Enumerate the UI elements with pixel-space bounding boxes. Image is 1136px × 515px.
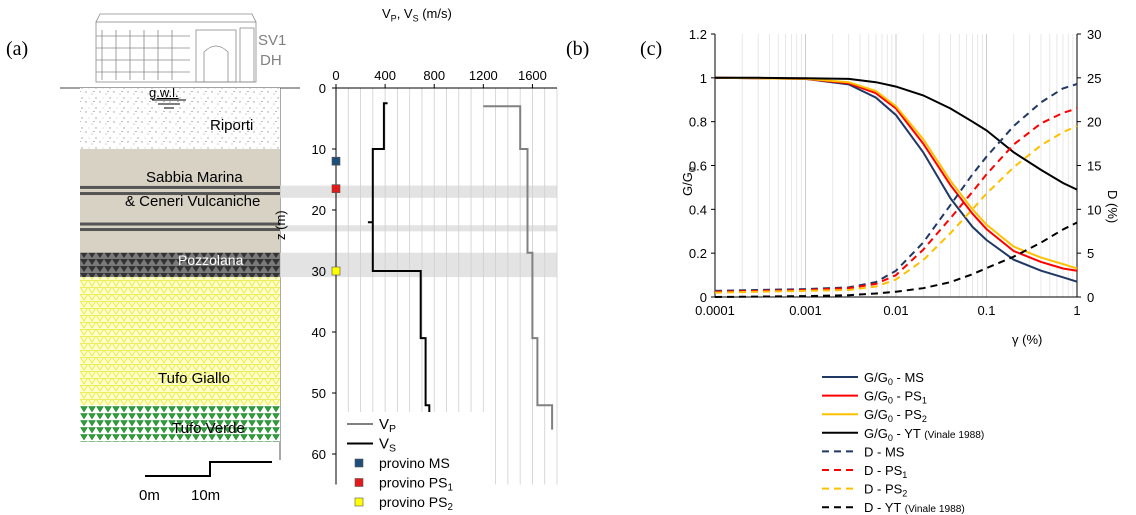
legend-label-vp: VP: [379, 416, 396, 435]
modulus-x-tick-label: 0.001: [789, 303, 822, 318]
curve-d-ps1: [714, 107, 1078, 293]
curve-g-g0-yt-vinale-1988-: [715, 76, 1078, 191]
curve-d-yt-vinale-1988-: [714, 221, 1078, 298]
legend-entry: D - MS: [864, 444, 905, 459]
layer-riporti: [80, 88, 280, 149]
layer-pozzolana: [80, 252, 280, 278]
specimen-marker: [331, 184, 341, 193]
modulus-y-tick-label: 1: [700, 71, 707, 86]
borehole-log: [60, 13, 300, 477]
velocity-series-vs: [367, 102, 431, 430]
layer-tufo-verde: [80, 405, 280, 442]
modulus-damping-chart: 0.0001 0.001 0.01 0.1 100.20.40.60.811.20510…: [689, 27, 1102, 515]
legend-entry: D - YT (Vinale 1988): [864, 500, 965, 515]
specimen-marker: [331, 156, 341, 166]
modulus-y-tick-label: 0.8: [689, 115, 707, 130]
curve-d-ps2: [714, 125, 1078, 294]
damping-y-tick-label: 5: [1087, 246, 1094, 261]
building-sketch: [95, 13, 257, 83]
modulus-y-tick-label: 0: [700, 290, 707, 305]
depth-band: [280, 252, 557, 278]
velocity-x-tick-label: 800: [423, 68, 445, 83]
damping-y-tick-label: 25: [1087, 71, 1101, 86]
legend-entry: D - PS1: [864, 463, 907, 480]
sabbia-lens: [80, 228, 280, 232]
modulus-y-tick-label: 0.2: [689, 246, 707, 261]
sabbia-lens: [80, 192, 280, 196]
velocity-y-tick-label: 20: [312, 203, 326, 218]
modulus-x-tick-label: 0.0001: [695, 303, 735, 318]
damping-y-tick-label: 10: [1087, 202, 1101, 217]
depth-band: [280, 185, 557, 198]
modulus-x-tick-label: 1: [1073, 303, 1080, 318]
layer-tufo-giallo: [80, 277, 280, 406]
depth-band: [280, 225, 557, 232]
legend-entry: G/G0 - YT (Vinale 1988): [864, 426, 984, 443]
scale-bar: [145, 461, 272, 477]
velocity-x-tick-label: 400: [374, 68, 396, 83]
legend-entry: G/G0 - PS2: [864, 407, 927, 424]
damping-y-tick-label: 0: [1087, 290, 1094, 305]
modulus-x-tick-label: 0.1: [977, 303, 995, 318]
legend-square: [354, 478, 364, 487]
velocity-y-tick-label: 60: [312, 447, 326, 462]
modulus-x-tick-label: 0.01: [883, 303, 908, 318]
velocity-y-tick-label: 30: [312, 264, 326, 279]
legend-entry: D - PS2: [864, 482, 907, 499]
legend-label-specimen: provino MS: [379, 455, 450, 471]
legend-entry: G/G0 - PS1: [864, 389, 927, 406]
velocity-y-tick-label: 10: [312, 142, 326, 157]
modulus-y-tick-label: 0.4: [689, 202, 707, 217]
modulus-y-tick-label: 1.2: [689, 27, 707, 42]
velocity-x-tick-label: 1600: [518, 68, 547, 83]
legend-label-vs: VS: [379, 436, 396, 455]
velocity-x-tick-label: 0: [332, 68, 339, 83]
legend-square: [354, 458, 364, 468]
velocity-y-tick-label: 50: [312, 386, 326, 401]
velocity-y-tick-label: 0: [319, 81, 326, 96]
velocity-series-vp: [483, 105, 554, 430]
layer-sabbia: [80, 149, 280, 253]
specimen-marker: [331, 266, 341, 276]
sabbia-lens: [80, 185, 280, 189]
legend-label-specimen: provino PS1: [379, 475, 453, 494]
legend-label-specimen: provino PS2: [379, 494, 453, 513]
damping-y-tick-label: 15: [1087, 159, 1101, 174]
velocity-chart: 0 400 800 1200 16000102030405060VPVSprovino …: [280, 68, 558, 515]
velocity-legend-box: [343, 412, 493, 515]
sabbia-lens: [80, 222, 280, 226]
damping-y-tick-label: 30: [1087, 27, 1101, 42]
velocity-y-tick-label: 40: [312, 325, 326, 340]
damping-y-tick-label: 20: [1087, 115, 1101, 130]
legend-entry: G/G0 - MS: [864, 370, 924, 387]
modulus-y-tick-label: 0.6: [689, 159, 707, 174]
legend-square: [354, 497, 364, 507]
velocity-x-tick-label: 1200: [469, 68, 498, 83]
